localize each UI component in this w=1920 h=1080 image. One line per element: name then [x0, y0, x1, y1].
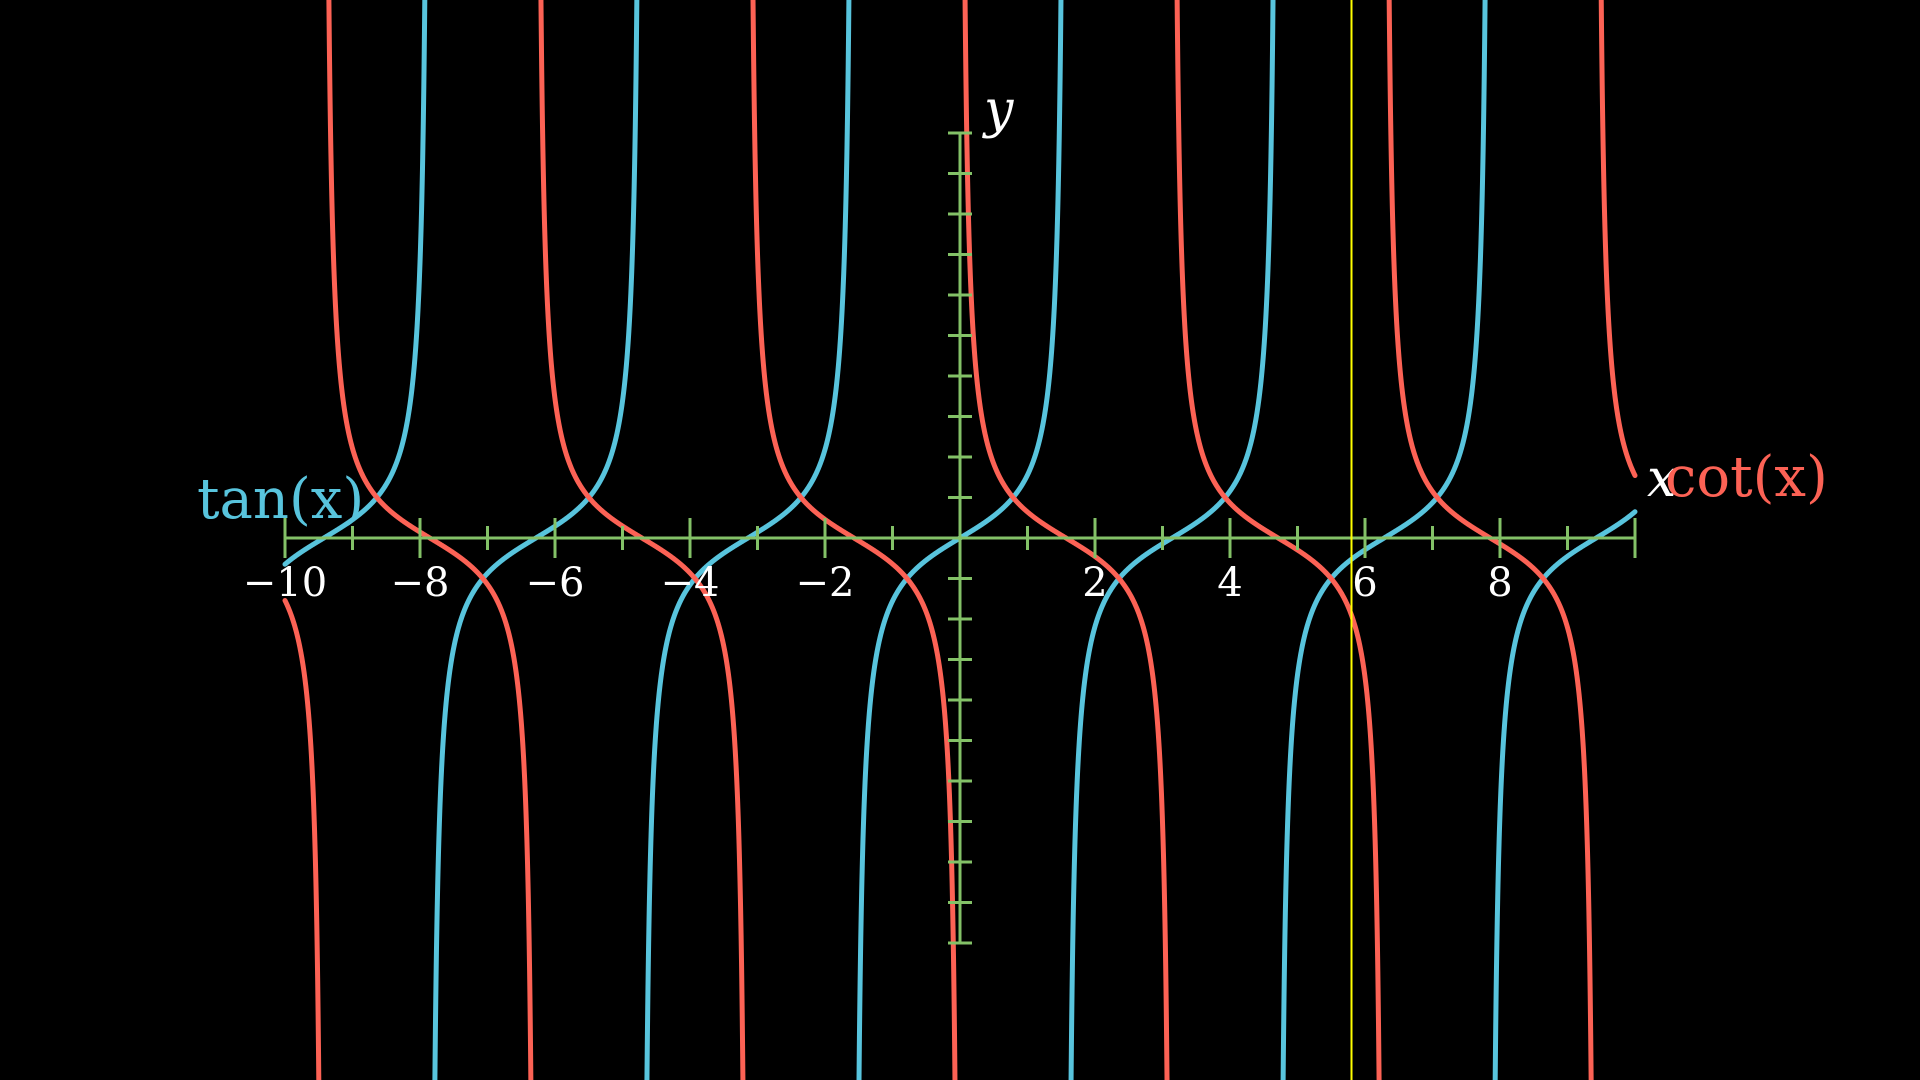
x-tick-label: 6 — [1352, 560, 1377, 606]
x-tick-label: −10 — [243, 560, 327, 606]
axes-layer — [283, 131, 1637, 945]
x-tick-label: 4 — [1217, 560, 1242, 606]
y-axis-label: y — [982, 80, 1014, 140]
x-tick-label: −4 — [661, 560, 720, 606]
x-tick-label: −6 — [526, 560, 585, 606]
series-tan-label: tan(x) — [197, 467, 364, 532]
x-tick-label: −8 — [391, 560, 450, 606]
labels-layer: −10 −8 −6 −4 −2 2 4 6 8 x y tan(x) cot(x) — [197, 80, 1828, 606]
x-tick-label: 2 — [1082, 560, 1107, 606]
series-cot-label: cot(x) — [1665, 445, 1828, 510]
x-axis-label: x — [1647, 449, 1676, 509]
x-tick-label: −2 — [796, 560, 855, 606]
x-tick-label: 8 — [1487, 560, 1512, 606]
